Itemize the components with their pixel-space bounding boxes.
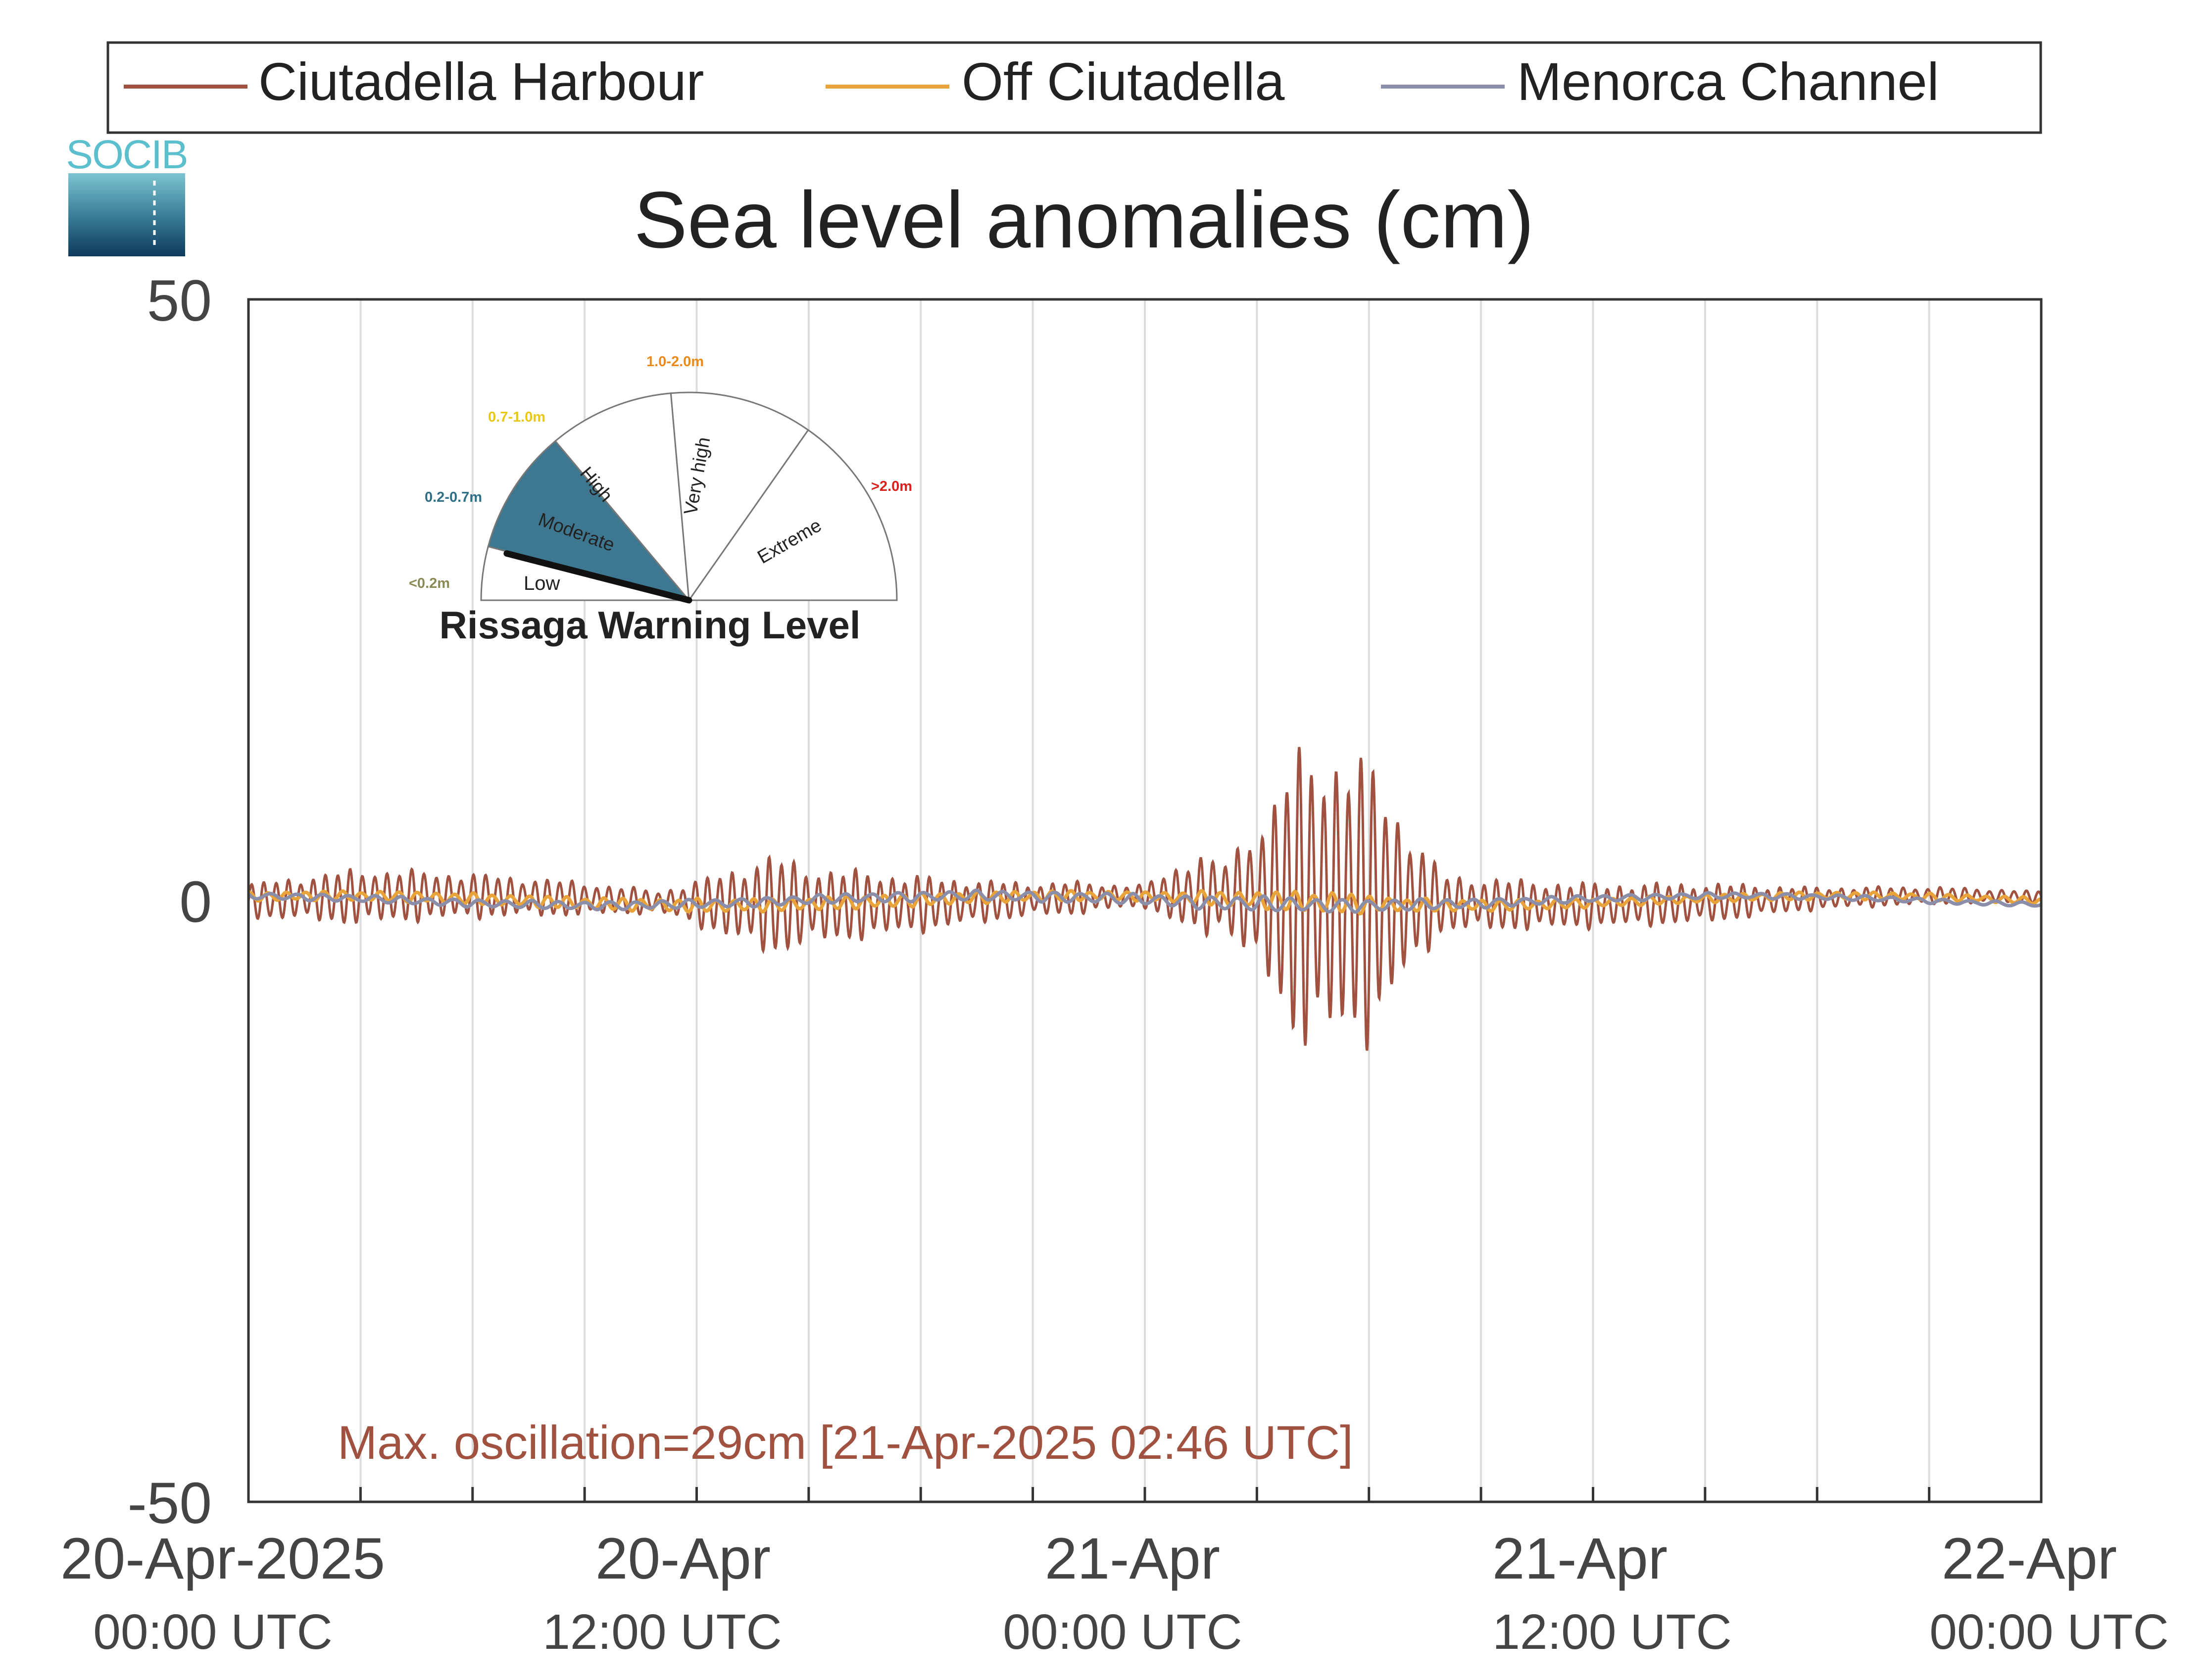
x-tick-labels: 20-Apr-2025 00:00 UTC 20-Apr 12:00 UTC 2… <box>60 1526 2169 1660</box>
chart-title: Sea level anomalies (cm) <box>634 175 1534 265</box>
socib-logo-text: SOCIB <box>66 132 187 177</box>
x-tick-time-3: 12:00 UTC <box>1492 1604 1732 1660</box>
y-tick-label-0: 0 <box>179 869 212 935</box>
gauge-range-high: 0.7-1.0m <box>488 409 545 425</box>
series-line-menorca-channel <box>248 888 2041 914</box>
gauge-segment <box>687 429 898 601</box>
x-tick-date-2: 21-Apr <box>1045 1526 1220 1591</box>
max-oscillation-annotation: Max. oscillation=29cm [21-Apr-2025 02:46… <box>338 1416 1353 1469</box>
socib-logo-wave <box>68 173 185 256</box>
series-line-off-ciutadella <box>248 889 2041 916</box>
x-tick-time-2: 00:00 UTC <box>1003 1604 1242 1660</box>
x-tick-marks <box>359 1487 1931 1502</box>
series-line-ciutadella-harbour <box>248 747 2041 1051</box>
legend-label-menorca-channel: Menorca Channel <box>1517 51 1939 111</box>
x-tick-date-1: 20-Apr <box>595 1526 771 1591</box>
gauge-title: Rissaga Warning Level <box>439 603 860 647</box>
gauge-range-moderate: 0.2-0.7m <box>425 489 482 505</box>
y-tick-label-minus-50: -50 <box>127 1471 212 1536</box>
legend-label-ciutadella-harbour: Ciutadella Harbour <box>258 51 704 111</box>
gauge-range-extreme: >2.0m <box>871 479 912 494</box>
gauge-segment <box>554 392 690 603</box>
x-tick-time-4: 00:00 UTC <box>1929 1604 2169 1660</box>
legend: Ciutadella Harbour Off Ciutadella Menorc… <box>106 41 2042 134</box>
rissaga-warning-gauge: Low Moderate High Very high Extreme <0.2… <box>409 354 912 647</box>
legend-box <box>106 41 2042 134</box>
socib-logo: SOCIB <box>66 132 189 256</box>
x-tick-time-1: 12:00 UTC <box>542 1604 782 1660</box>
gauge-range-low: <0.2m <box>409 576 450 591</box>
legend-label-off-ciutadella: Off Ciutadella <box>962 51 1285 111</box>
x-tick-date-0: 20-Apr-2025 <box>60 1526 385 1591</box>
gauge-segment-label-low: Low <box>524 573 560 594</box>
y-tick-label-50: 50 <box>147 268 212 334</box>
gauge-needle <box>503 550 692 604</box>
x-tick-time-0: 00:00 UTC <box>93 1604 333 1660</box>
plot-frame <box>247 298 2043 1503</box>
x-tick-date-3: 21-Apr <box>1492 1526 1668 1591</box>
gauge-segment <box>487 440 691 602</box>
gauge-segment <box>670 391 809 603</box>
gauge-range-very-high: 1.0-2.0m <box>646 354 704 370</box>
x-tick-date-4: 22-Apr <box>1942 1526 2117 1591</box>
